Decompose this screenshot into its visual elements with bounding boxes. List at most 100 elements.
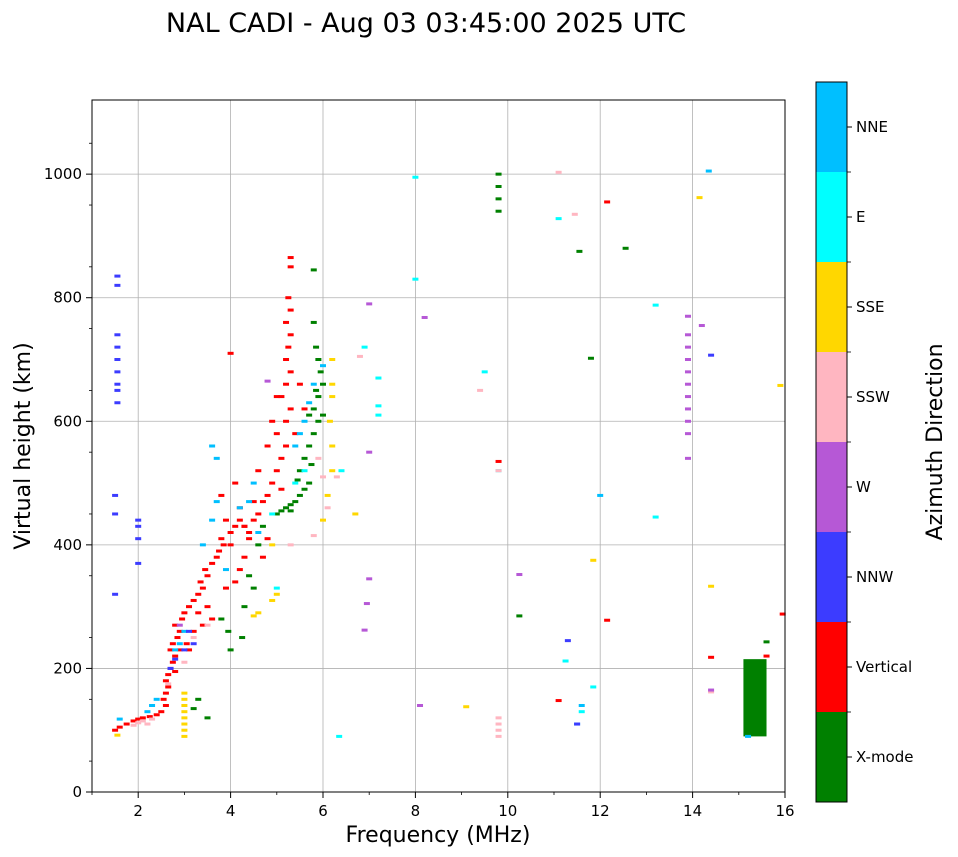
echo-point-vertical [285, 296, 292, 300]
echo-point-vertical [179, 617, 186, 621]
echo-point-nnw [190, 642, 197, 646]
echo-point-e [412, 277, 419, 281]
echo-point-w [417, 704, 424, 707]
echo-point-nnw [114, 274, 121, 278]
echo-point-nne [172, 648, 179, 652]
echo-point-vertical [162, 691, 169, 695]
colorbar-label: NNW [856, 568, 893, 586]
echo-point-sse [329, 358, 336, 361]
y-axis-ticks: 0 200 400 600 800 1000 [44, 142, 92, 801]
y-tick-label: 0 [72, 783, 82, 801]
echo-point-vertical [130, 719, 137, 723]
echo-point-vertical [285, 345, 292, 349]
x-tick-label: 10 [498, 802, 517, 820]
echo-point-x-mode [204, 716, 211, 720]
echo-point-x-mode [241, 605, 248, 609]
echo-point-vertical [236, 518, 243, 522]
echo-point-nne [181, 629, 188, 633]
echo-point-x-mode [310, 407, 317, 411]
echo-point-sse [708, 584, 715, 588]
echo-point-x-mode [576, 249, 583, 253]
echo-point-x-mode [313, 388, 320, 392]
echo-point-vertical [222, 586, 229, 590]
echo-point-vertical [165, 685, 172, 689]
echo-point-sse [250, 614, 257, 618]
echo-point-vertical [232, 481, 239, 485]
echo-point-w [684, 358, 691, 361]
colorbar: NNE E SSE SSW W NNW Vertical X-mode [815, 81, 913, 803]
echo-point-e [578, 710, 585, 714]
echo-point-x-mode [239, 636, 246, 640]
echo-point-vertical [273, 395, 280, 399]
echo-point-x-mode [306, 444, 313, 448]
echo-point-vertical [162, 704, 169, 707]
echo-point-nnw [112, 512, 119, 516]
y-tick-label: 600 [53, 412, 82, 430]
echo-point-w [684, 382, 691, 386]
echo-point-vertical [255, 512, 262, 516]
colorbar-swatch-nnw [816, 532, 847, 622]
echo-point-vertical [186, 605, 193, 609]
echo-point-vertical [604, 200, 611, 204]
echo-point-nne [176, 642, 183, 646]
echo-point-x-mode [296, 493, 303, 497]
echo-point-vertical [246, 531, 253, 534]
echo-point-nne [320, 364, 326, 368]
echo-point-x-mode [250, 586, 257, 590]
echo-point-x-mode [495, 185, 502, 188]
echo-point-ssw [144, 722, 151, 726]
echo-point-nne [199, 543, 206, 547]
echo-point-x-mode [190, 707, 197, 711]
echo-point-vertical [172, 670, 179, 674]
echo-point-w [516, 573, 523, 577]
echo-point-sse [329, 444, 336, 448]
echo-point-vertical [195, 592, 202, 596]
echo-point-x-mode [278, 509, 285, 513]
echo-point-vertical [112, 728, 119, 732]
colorbar-swatch-w [816, 442, 847, 532]
echo-point-vertical [779, 612, 786, 616]
echo-point-nne [153, 697, 160, 701]
echo-point-sse [181, 704, 188, 707]
echo-point-nnw [114, 345, 121, 349]
echo-point-vertical [158, 710, 165, 714]
echo-point-w [708, 688, 715, 692]
echo-point-x-mode [308, 463, 315, 467]
echo-point-x-mode [315, 358, 322, 361]
y-tick-label: 800 [53, 289, 82, 307]
echo-point-x-mode [218, 617, 225, 621]
echo-point-vertical [202, 568, 209, 572]
echo-point-vertical [190, 598, 197, 602]
echo-point-ssw [310, 534, 317, 538]
echo-point-ssw [477, 388, 484, 392]
echo-point-e [375, 376, 382, 380]
echo-point-x-mode [587, 356, 594, 360]
echo-point-vertical [176, 629, 183, 633]
echo-point-x-mode [317, 370, 324, 374]
x-tick-label: 4 [226, 802, 236, 820]
echo-point-nne [292, 444, 299, 448]
echo-point-e [273, 586, 280, 590]
echo-point-e [590, 685, 597, 689]
echo-point-vertical [227, 543, 234, 547]
x-axis-ticks: 2 4 6 8 10 12 14 16 [91, 792, 795, 820]
echo-point-nne [213, 456, 220, 460]
echo-point-e [292, 481, 299, 485]
echo-point-e [375, 404, 382, 408]
echo-point-nnw [181, 648, 188, 652]
echo-point-vertical [246, 537, 253, 541]
echo-point-x-mode [516, 614, 523, 618]
echo-point-vertical [197, 580, 204, 584]
echo-point-sse [181, 691, 188, 695]
echo-point-vertical [232, 524, 239, 528]
echo-point-e [652, 303, 659, 307]
echo-point-vertical [283, 358, 290, 361]
echo-point-e [412, 175, 419, 179]
echo-point-vertical [116, 725, 123, 729]
colorbar-label: E [856, 208, 865, 226]
echo-point-nnw [135, 537, 142, 541]
plot-points [112, 169, 786, 738]
echo-point-x-mode [227, 648, 234, 652]
echo-point-vertical [123, 722, 130, 726]
